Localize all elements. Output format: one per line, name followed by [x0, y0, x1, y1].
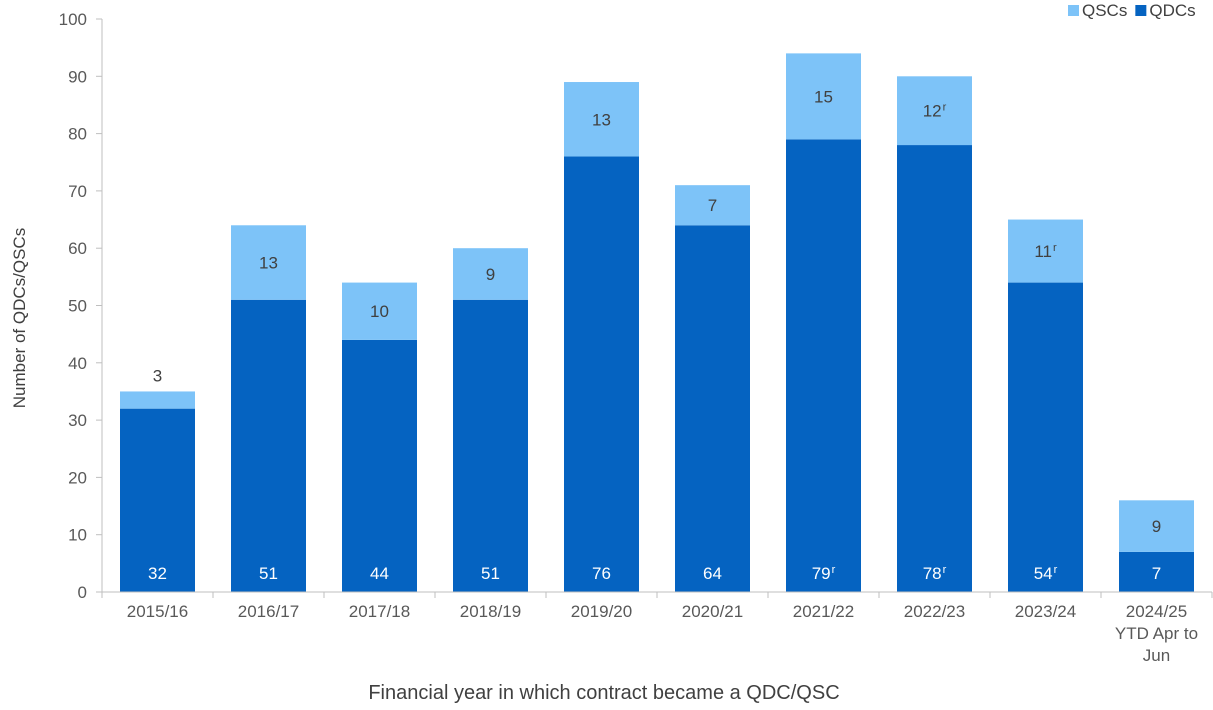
y-tick-label: 90 [68, 67, 87, 86]
x-tick-label: 2021/22 [793, 602, 854, 621]
y-tick-label: 60 [68, 239, 87, 258]
x-axis-title: Financial year in which contract became … [368, 682, 839, 704]
data-label-qscs: 9 [486, 265, 495, 284]
data-labels-layer: 32 3 51 13 44 10 51 9 76 13 64 7 79r 15 78r 12r 54r 11r 7 9 [148, 87, 1161, 583]
bar-qscs [231, 225, 306, 300]
legend-label-qscs: QSCs [1082, 1, 1127, 20]
bars-layer [120, 53, 1194, 592]
data-label-qdcs: 54r [1034, 564, 1058, 583]
x-tick-label: 2016/17 [238, 602, 299, 621]
data-label-qdcs: 7 [1152, 564, 1161, 583]
y-axis-title: Number of QDCs/QSCs [10, 228, 29, 408]
data-label-qdcs: 32 [148, 564, 167, 583]
y-tick-label: 20 [68, 468, 87, 487]
y-tick-label: 30 [68, 411, 87, 430]
revised-marker: r [1054, 564, 1058, 576]
x-tick-label: 2019/20 [571, 602, 632, 621]
bar-qdcs [231, 299, 306, 592]
x-tick-label: 2017/18 [349, 602, 410, 621]
data-label-qdcs: 44 [370, 564, 389, 583]
bar-qdcs [675, 225, 750, 592]
bar-qscs [453, 248, 528, 300]
data-label-qdcs: 51 [259, 564, 278, 583]
y-tick-label: 50 [68, 297, 87, 316]
bar-qscs [342, 282, 417, 340]
x-tick-label: 2020/21 [682, 602, 743, 621]
data-label-qdcs: 51 [481, 564, 500, 583]
bar-qdcs [564, 156, 639, 592]
data-label-qscs: 15 [814, 87, 833, 106]
bar-qscs [675, 185, 750, 226]
y-tick-label: 0 [78, 583, 87, 602]
bar-qdcs [897, 145, 972, 592]
bar-qscs [1008, 219, 1083, 283]
bar-qdcs [453, 299, 528, 592]
bar-qdcs [1008, 282, 1083, 592]
revised-marker: r [1053, 242, 1057, 254]
bar-qscs [564, 82, 639, 157]
data-label-qscs: 3 [153, 366, 162, 385]
y-tick-label: 40 [68, 354, 87, 373]
revised-marker: r [943, 564, 947, 576]
data-label-qscs: 11r [1034, 242, 1057, 261]
data-label-qscs: 12r [923, 102, 947, 121]
data-label-qscs: 10 [370, 302, 389, 321]
legend-swatch-qscs [1068, 5, 1079, 16]
revised-marker: r [943, 102, 947, 114]
bar-qscs [786, 53, 861, 140]
bar-qdcs [120, 408, 195, 592]
x-tick-label: 2022/23 [904, 602, 965, 621]
bar-qdcs [1119, 551, 1194, 592]
y-axis: 0 10 20 30 40 50 60 70 80 90 100 [59, 10, 103, 602]
data-label-qscs: 7 [708, 196, 717, 215]
data-label-qdcs: 64 [703, 564, 722, 583]
data-label-qscs: 13 [259, 254, 278, 273]
data-label-qdcs: 76 [592, 564, 611, 583]
bar-qdcs [342, 339, 417, 592]
bar-qdcs [786, 139, 861, 592]
legend-swatch-qdcs [1135, 5, 1147, 16]
y-tick-label: 70 [68, 182, 87, 201]
bar-qscs [897, 76, 972, 146]
bar-qscs [1119, 500, 1194, 552]
data-label-qdcs: 79r [812, 564, 836, 583]
x-tick-label: 2023/24 [1015, 602, 1076, 621]
y-tick-label: 100 [59, 10, 87, 29]
revised-marker: r [832, 564, 836, 576]
y-tick-label: 10 [68, 526, 87, 545]
x-tick-label: 2018/19 [460, 602, 521, 621]
legend-label-qdcs: QDCs [1149, 1, 1195, 20]
x-tick-label: 2015/16 [127, 602, 188, 621]
x-tick-label: 2024/25 YTD Apr to Jun [1115, 602, 1198, 665]
data-label-qscs: 9 [1152, 517, 1161, 536]
x-axis: 2015/16 2016/17 2017/18 2018/19 2019/20 2020/… [101, 591, 1213, 665]
y-tick-label: 80 [68, 125, 87, 144]
bar-qscs [120, 391, 195, 409]
data-label-qscs: 13 [592, 110, 611, 129]
legend: QSCs QDCs [1068, 1, 1196, 20]
data-label-qdcs: 78r [923, 564, 947, 583]
